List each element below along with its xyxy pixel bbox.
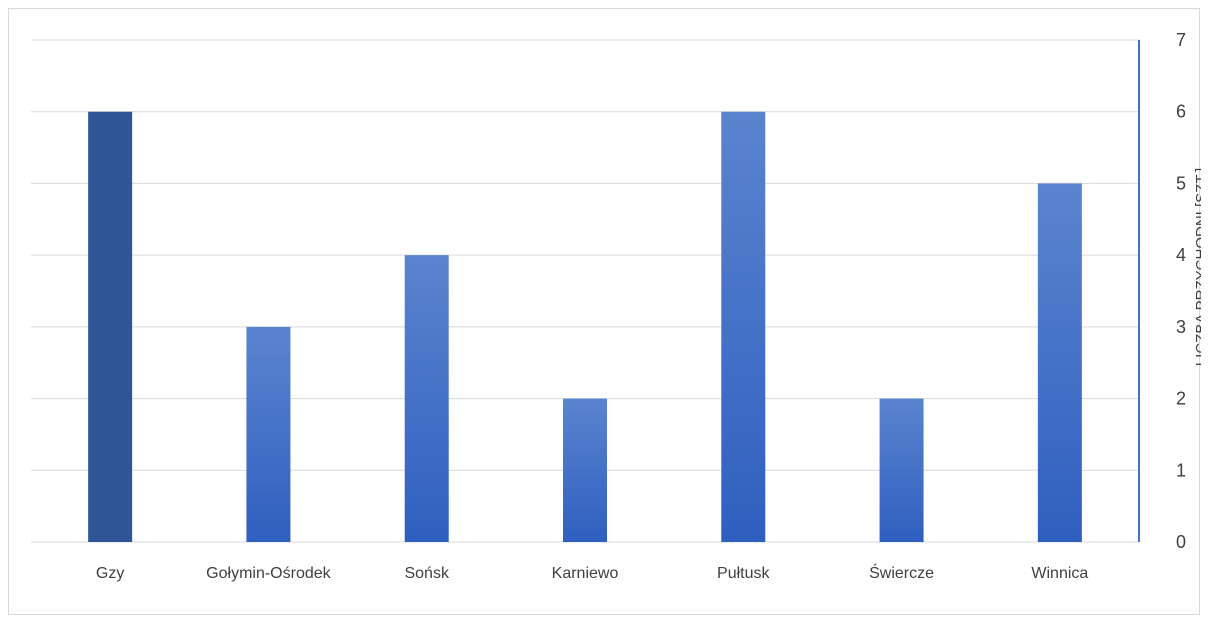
bar (721, 111, 766, 542)
y-axis-title: LICZBA PRZYCHODNI [SZT.] (1193, 168, 1201, 366)
y-tick-label: 6 (1176, 102, 1186, 122)
category-label: Gzy (96, 565, 124, 582)
y-tick-label: 4 (1176, 245, 1186, 265)
y-tick-label: 3 (1176, 317, 1186, 337)
category-label: Świercze (869, 563, 934, 582)
category-label: Gołymin-Ośrodek (206, 565, 331, 582)
category-label: Pułtusk (717, 565, 770, 582)
bar (88, 111, 133, 542)
category-label: Sońsk (404, 565, 449, 582)
category-label: Karniewo (552, 565, 619, 582)
bar (246, 326, 291, 542)
chart-area: 0 1 2 3 4 5 6 7 Gzy Gołymin-Ośrodek Sońsk Karniewo… (8, 8, 1201, 615)
category-label: Winnica (1031, 565, 1088, 582)
bars (88, 111, 1082, 542)
y-tick-label: 5 (1176, 173, 1186, 193)
bar-chart: 0 1 2 3 4 5 6 7 Gzy Gołymin-Ośrodek Sońsk Karniewo… (31, 30, 1201, 582)
bar (563, 398, 607, 542)
bar (404, 255, 449, 542)
y-axis: 0 1 2 3 4 5 6 7 (1138, 30, 1186, 552)
bar (879, 398, 924, 542)
category-labels: Gzy Gołymin-Ośrodek Sońsk Karniewo Pułtusk Św… (96, 563, 1088, 582)
y-tick-label: 0 (1176, 532, 1186, 552)
y-tick-label: 1 (1176, 460, 1186, 480)
y-tick-label: 2 (1176, 389, 1186, 409)
bar (1037, 183, 1082, 542)
y-tick-label: 7 (1176, 30, 1186, 50)
